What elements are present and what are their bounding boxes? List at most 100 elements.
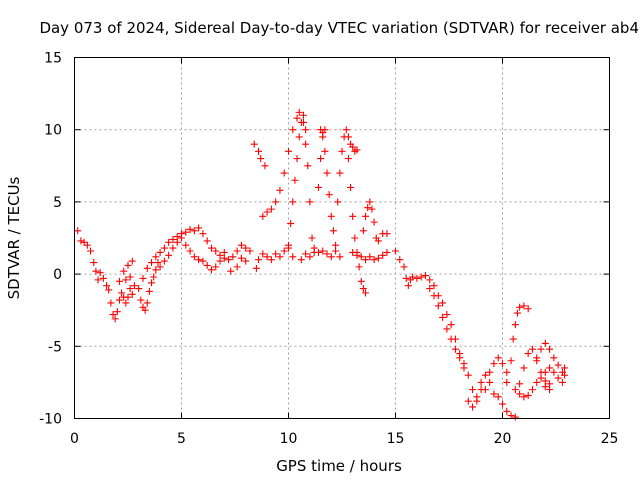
data-point	[280, 247, 288, 255]
data-point	[242, 244, 250, 252]
data-point	[92, 267, 100, 275]
data-point	[80, 238, 88, 246]
data-point	[126, 285, 134, 293]
data-point	[344, 133, 352, 141]
data-point	[357, 277, 365, 285]
data-point	[267, 205, 275, 213]
data-point	[302, 126, 310, 134]
data-point	[349, 212, 357, 220]
data-point	[220, 248, 228, 256]
data-point	[259, 250, 267, 258]
data-point	[481, 371, 489, 379]
data-point	[263, 208, 271, 216]
data-point	[295, 133, 303, 141]
data-point	[295, 108, 303, 116]
data-point	[327, 253, 335, 261]
data-point	[314, 248, 322, 256]
data-point	[359, 227, 367, 235]
data-point	[285, 241, 292, 249]
data-point	[362, 289, 370, 297]
data-point	[490, 390, 498, 398]
data-point	[190, 227, 198, 235]
data-point	[370, 256, 378, 264]
data-point	[74, 227, 82, 235]
data-point	[302, 140, 310, 148]
data-point	[374, 237, 382, 245]
data-point	[362, 256, 370, 264]
data-point	[507, 357, 515, 365]
data-point	[304, 162, 312, 170]
data-point	[195, 224, 203, 232]
data-point	[511, 321, 519, 329]
data-point	[409, 273, 417, 281]
x-tick-label: 10	[280, 431, 298, 447]
data-point	[137, 296, 145, 304]
data-point	[276, 186, 284, 194]
data-point	[325, 191, 333, 199]
data-point	[383, 230, 391, 238]
data-point	[105, 286, 113, 294]
data-point	[368, 205, 376, 213]
data-point	[430, 282, 438, 290]
data-point	[250, 140, 258, 148]
data-point	[558, 378, 566, 386]
data-point	[130, 282, 138, 290]
data-point	[541, 339, 549, 347]
data-point	[561, 371, 569, 379]
data-point	[314, 183, 322, 191]
data-point	[212, 263, 220, 271]
data-point	[299, 111, 307, 119]
data-point	[546, 380, 554, 388]
data-point	[233, 247, 241, 255]
data-point	[528, 386, 536, 394]
data-point	[178, 234, 185, 242]
data-point	[207, 266, 215, 274]
data-point	[464, 397, 472, 405]
data-point	[347, 183, 355, 191]
data-point	[207, 244, 215, 252]
data-point	[190, 253, 198, 261]
plot-frame	[74, 57, 610, 419]
data-point	[421, 272, 429, 280]
data-point	[332, 241, 340, 249]
x-tick-label: 15	[387, 431, 405, 447]
data-point	[392, 247, 399, 255]
data-point	[486, 368, 494, 376]
data-point	[481, 386, 489, 394]
data-point	[122, 276, 130, 284]
data-point	[524, 391, 532, 399]
data-point	[511, 413, 519, 421]
data-point	[182, 241, 190, 249]
data-point	[156, 263, 164, 271]
data-point	[520, 364, 528, 372]
data-point	[477, 378, 485, 386]
data-point	[297, 256, 305, 264]
data-point	[306, 198, 314, 206]
data-point	[233, 263, 241, 271]
data-point	[323, 169, 331, 177]
data-point	[516, 303, 524, 311]
data-point	[383, 248, 391, 256]
data-point	[321, 126, 329, 134]
data-point	[276, 253, 284, 261]
data-point	[128, 257, 136, 265]
data-point	[336, 253, 344, 261]
data-point	[199, 257, 207, 265]
data-point	[111, 315, 119, 323]
data-point	[169, 235, 177, 243]
data-point	[289, 198, 297, 206]
data-point	[285, 147, 292, 155]
data-point	[109, 311, 117, 319]
data-point	[355, 263, 363, 271]
data-point	[366, 198, 374, 206]
data-point	[362, 212, 370, 220]
data-point	[357, 253, 365, 261]
data-point	[317, 155, 325, 163]
data-point	[287, 220, 295, 228]
chart-title: Day 073 of 2024, Sidereal Day-to-day VTE…	[39, 19, 640, 37]
data-point	[96, 269, 104, 277]
data-point	[499, 400, 506, 408]
data-point	[327, 212, 335, 220]
data-point	[469, 403, 477, 411]
data-point	[353, 146, 361, 154]
